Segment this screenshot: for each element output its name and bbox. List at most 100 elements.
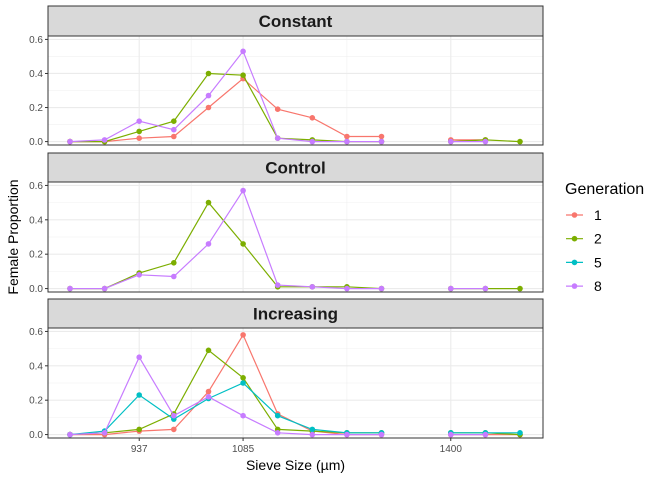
data-point-gen-8 [448, 285, 454, 292]
data-point-gen-1 [171, 133, 177, 140]
legend-item-gen-2: 2 [566, 231, 602, 247]
data-point-gen-5 [517, 430, 523, 436]
data-point-gen-8 [378, 431, 385, 438]
data-point-gen-5 [309, 426, 316, 433]
x-tick-label: 937 [131, 444, 148, 455]
x-tick-label: 1400 [440, 444, 463, 455]
series-line-gen-1 [70, 333, 382, 436]
data-point-gen-8 [240, 187, 246, 194]
y-tick-label: 0.2 [29, 396, 43, 407]
legend-label: 5 [594, 254, 602, 270]
y-tick-label: 0.2 [29, 250, 43, 261]
legend-key-point [571, 283, 578, 289]
data-point-gen-8 [136, 354, 142, 361]
legend-key-point [571, 259, 578, 266]
y-tick-label: 0.2 [29, 103, 43, 114]
y-tick-label: 0.0 [29, 137, 43, 148]
data-point-gen-8 [482, 431, 489, 438]
legend-label: 2 [594, 231, 602, 247]
data-point-gen-2 [205, 347, 212, 354]
data-point-gen-8 [482, 285, 489, 292]
data-point-gen-8 [67, 431, 73, 438]
legend-item-gen-1: 1 [566, 207, 602, 223]
series-line-gen-8 [70, 189, 382, 290]
data-point-gen-8 [205, 241, 212, 247]
data-point-gen-8 [274, 282, 281, 288]
data-point-gen-2 [517, 138, 523, 145]
y-tick-label: 0.6 [29, 35, 43, 46]
data-point-gen-8 [101, 285, 108, 292]
data-point-gen-2 [171, 260, 177, 266]
data-point-gen-5 [274, 412, 281, 419]
data-point-gen-2 [136, 128, 142, 135]
data-point-gen-8 [240, 412, 246, 419]
data-point-gen-1 [136, 135, 142, 141]
data-point-gen-8 [378, 285, 385, 292]
data-point-gen-8 [205, 394, 212, 400]
data-point-gen-8 [101, 137, 108, 143]
data-point-gen-8 [136, 272, 142, 278]
series-line-gen-2 [69, 349, 382, 436]
y-tick-label: 0.6 [29, 181, 43, 192]
data-point-gen-8 [344, 138, 350, 145]
facet-title: Control [265, 159, 325, 178]
data-point-gen-2 [136, 426, 142, 433]
data-point-gen-1 [171, 426, 177, 433]
panel-border [47, 181, 544, 293]
data-point-gen-8 [309, 431, 316, 438]
series-line-gen-8 [69, 50, 382, 143]
data-point-gen-8 [344, 431, 350, 438]
y-tick-label: 0.4 [29, 69, 43, 80]
strip-background [47, 152, 544, 183]
series-line-gen-2 [70, 201, 382, 290]
data-point-gen-8 [378, 138, 385, 145]
data-point-gen-8 [101, 430, 108, 436]
data-point-gen-8 [240, 48, 246, 55]
facet-title: Increasing [253, 305, 338, 324]
y-tick-label: 0.4 [29, 215, 43, 226]
y-tick-label: 0.0 [29, 430, 43, 441]
data-point-gen-8 [136, 118, 142, 124]
y-tick-label: 0.6 [29, 327, 43, 338]
data-point-gen-1 [309, 115, 316, 121]
data-point-gen-5 [136, 392, 142, 398]
legend-key-point [571, 235, 578, 242]
facet-control: Control 0.0 0.2 0.4 0.6 [29, 152, 544, 295]
data-point-gen-8 [67, 138, 73, 145]
facet-constant: Constant 0.0 0.2 0.4 0.6 [29, 5, 544, 148]
data-point-gen-1 [240, 332, 246, 338]
x-axis-title: Sieve Size (µm) [246, 457, 345, 473]
data-point-gen-2 [240, 72, 246, 78]
data-point-gen-2 [240, 241, 246, 247]
panel-border [47, 35, 544, 146]
data-point-gen-2 [517, 285, 523, 292]
data-point-gen-8 [448, 431, 454, 438]
y-axis-title: Female Proportion [5, 179, 21, 294]
data-point-gen-8 [171, 126, 177, 133]
y-tick-label: 0.0 [29, 284, 43, 295]
data-point-gen-8 [67, 285, 73, 292]
data-point-gen-2 [171, 118, 177, 124]
data-point-gen-1 [205, 104, 212, 111]
data-point-gen-8 [205, 92, 212, 99]
strip-background [47, 298, 544, 329]
legend-label: 8 [594, 278, 602, 294]
strip-background [47, 5, 544, 37]
legend-label: 1 [594, 207, 602, 223]
data-point-gen-8 [309, 284, 316, 290]
data-point-gen-5 [240, 380, 246, 386]
data-point-gen-8 [482, 138, 489, 145]
data-point-gen-2 [205, 70, 212, 77]
y-tick-label: 0.4 [29, 361, 43, 372]
data-point-gen-1 [274, 106, 281, 112]
data-point-gen-8 [448, 138, 454, 145]
data-point-gen-1 [205, 388, 212, 395]
data-point-gen-8 [274, 135, 281, 141]
legend: Generation 1 2 5 8 [565, 181, 644, 294]
legend-item-gen-8: 8 [566, 278, 602, 294]
data-point-gen-8 [344, 285, 350, 292]
data-point-gen-8 [274, 430, 281, 436]
series-line-gen-1 [70, 77, 382, 143]
data-point-gen-8 [171, 412, 177, 419]
